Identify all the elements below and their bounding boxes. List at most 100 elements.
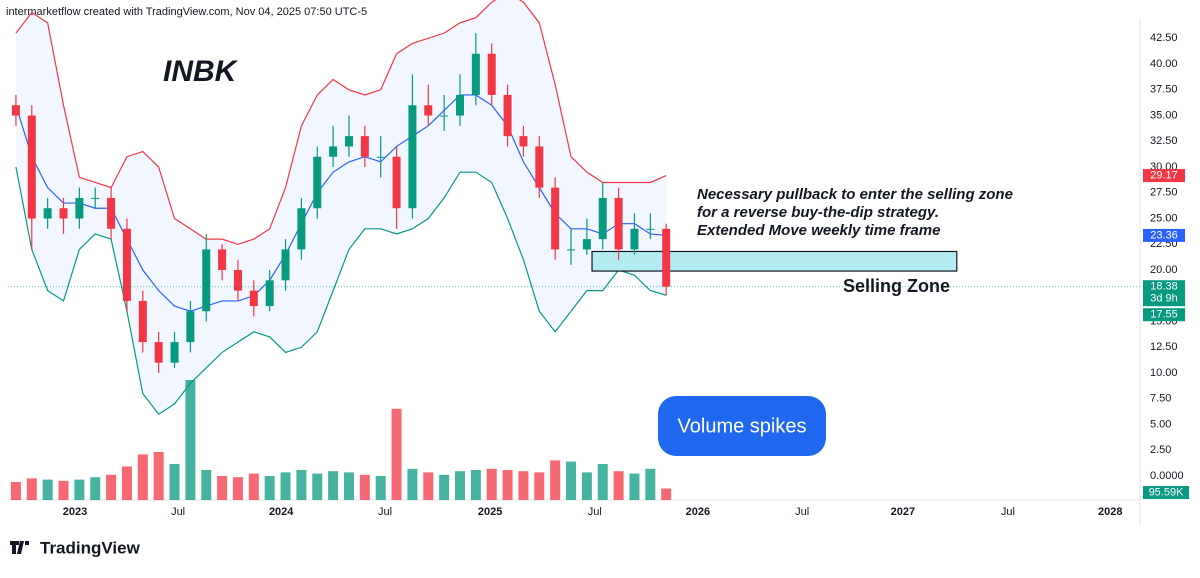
y-tick-label: 20.00 (1150, 264, 1178, 276)
candle-body (456, 94, 464, 116)
volume-bar (169, 464, 180, 500)
candle-body (265, 280, 274, 307)
volume-bar (581, 472, 592, 500)
candle-body (281, 249, 290, 281)
volume-bar (375, 476, 386, 500)
candle-body (138, 300, 147, 343)
x-tick-label: 2023 (63, 506, 87, 518)
y-tick-label: 7.50 (1150, 393, 1171, 405)
x-tick-label: 2024 (269, 506, 294, 518)
volume-bar (153, 452, 164, 500)
price-label-box (1143, 169, 1185, 183)
price-label-box (1143, 228, 1185, 242)
candle-body (59, 208, 68, 219)
volume-bar (534, 472, 545, 500)
candle-body (424, 105, 433, 116)
candle-body (614, 197, 623, 250)
candle-body (344, 136, 353, 147)
candle-body (392, 156, 401, 209)
y-tick-label: 32.50 (1150, 135, 1178, 147)
candle-body (202, 249, 211, 312)
note-line: for a reverse buy-the-dip strategy. (697, 204, 939, 221)
volume-bar (629, 473, 640, 500)
x-tick-label: 2028 (1098, 506, 1122, 518)
candle-body (551, 187, 560, 250)
volume-label: 95.59K (1149, 486, 1185, 498)
volume-bar (518, 471, 529, 500)
candle-body (440, 115, 449, 117)
selling-zone (591, 250, 958, 272)
volume-bar (42, 479, 53, 500)
y-tick-label: 12.50 (1150, 341, 1178, 353)
volume-bar (550, 460, 561, 500)
y-tick-label: 40.00 (1150, 58, 1178, 70)
volume-bar (613, 471, 624, 500)
candle-body (218, 249, 227, 271)
volume-bar (58, 480, 69, 500)
price-label: 23.36 (1150, 229, 1178, 241)
x-tick-label: Jul (171, 506, 185, 518)
volume-bar (645, 468, 656, 500)
x-tick-label: Jul (588, 506, 602, 518)
header: intermarketflow created with TradingView… (6, 6, 367, 18)
candle-body (582, 239, 591, 250)
volume-bar (121, 466, 132, 500)
candle-body (154, 342, 163, 363)
chart-title: INBK (163, 55, 239, 88)
volume-label-box (1143, 486, 1189, 499)
volume-bar (90, 477, 101, 500)
candle-body (567, 249, 576, 251)
candle-body (170, 342, 179, 363)
candle-body (329, 146, 338, 157)
volume-bar (343, 472, 354, 500)
volume-bar (566, 461, 577, 500)
candle-body (122, 228, 131, 301)
candle-body (598, 197, 607, 240)
note-line: Extended Move weekly time frame (697, 222, 940, 239)
y-tick-label: 2.50 (1150, 444, 1171, 456)
candle-body (646, 228, 655, 230)
candle-body (91, 197, 100, 199)
volume-bar (296, 470, 307, 500)
logo: TradingView (10, 538, 141, 557)
x-tick-label: 2026 (686, 506, 710, 518)
volume-bar (137, 454, 148, 500)
volume-bar (264, 476, 275, 500)
volume-bar (74, 479, 85, 500)
zone-label: Selling Zone (843, 276, 950, 296)
price-label: 29.17 (1150, 169, 1178, 181)
y-tick-label: 25.00 (1150, 212, 1178, 224)
candle-body (11, 105, 20, 116)
volume-bar (661, 488, 672, 500)
candle-body (75, 197, 84, 219)
candle-body (107, 197, 116, 229)
candle-body (471, 53, 480, 95)
volume-bar (217, 476, 228, 500)
volume-bar (26, 478, 37, 500)
x-tick-label: Jul (1001, 506, 1015, 518)
x-tick-label: 2027 (891, 506, 915, 518)
price-label: 18.38 (1150, 281, 1178, 293)
volume-bar (232, 477, 243, 500)
y-tick-label: 10.00 (1150, 367, 1178, 379)
candle-body (535, 146, 544, 188)
volume-bar (280, 472, 291, 500)
x-tick-label: Jul (378, 506, 392, 518)
x-tick-label: 2025 (478, 506, 502, 518)
volume-bar (439, 474, 450, 500)
band-line (15, 0, 667, 245)
candle-body (662, 228, 671, 287)
callout-box (658, 396, 826, 456)
volume-bar (470, 470, 481, 500)
volume-bar (455, 471, 465, 500)
y-tick-label: 5.00 (1150, 418, 1171, 430)
candle-body (503, 94, 512, 137)
volume-bar (328, 471, 339, 500)
price-label-box (1143, 280, 1185, 307)
volume-bar (359, 474, 370, 500)
candle-body (313, 156, 322, 209)
candle-body (27, 115, 36, 219)
candle-body (186, 311, 195, 343)
candle-body (519, 136, 528, 147)
volume-bar (391, 408, 402, 500)
